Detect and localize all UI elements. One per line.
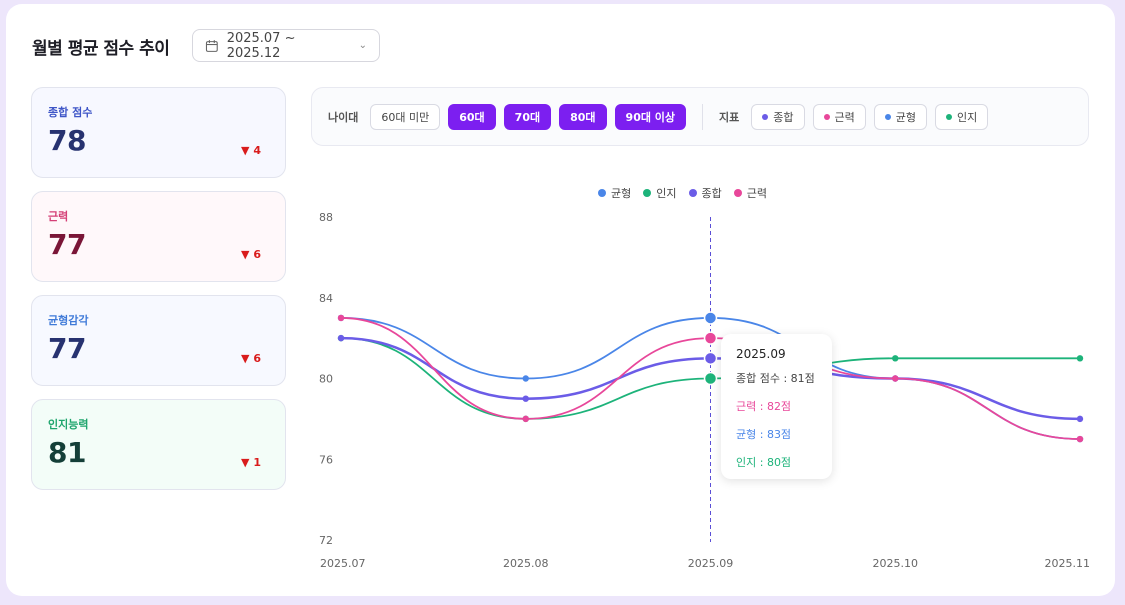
- dot-icon: [598, 189, 606, 197]
- age-chip-90-plus[interactable]: 90대 이상: [614, 103, 687, 130]
- stat-delta: ▼ 1: [241, 456, 261, 469]
- down-arrow-icon: ▼: [241, 352, 250, 365]
- age-chip-under-60[interactable]: 60대 미만: [370, 103, 441, 130]
- metric-chip-label: 종합: [773, 110, 794, 124]
- metric-chip-strength[interactable]: 근력: [812, 103, 866, 130]
- stat-label: 인지능력: [48, 418, 89, 431]
- stat-value: 81: [48, 436, 86, 469]
- calendar-icon: [205, 39, 218, 52]
- legend-label: 인지: [656, 187, 677, 200]
- y-tick-label: 72: [319, 534, 333, 547]
- legend-item[interactable]: 근력: [733, 185, 767, 201]
- tooltip-row: 종합 점수 : 81점: [736, 372, 815, 385]
- age-chip-80s[interactable]: 80대: [559, 103, 607, 130]
- x-tick-label: 2025.08: [503, 557, 549, 570]
- tooltip-row: 근력 : 82점: [736, 400, 792, 413]
- down-arrow-icon: ▼: [241, 248, 250, 261]
- legend-item[interactable]: 인지: [643, 185, 677, 201]
- age-chip-70s[interactable]: 70대: [503, 103, 552, 130]
- tooltip-row: 균형 : 83점: [736, 428, 792, 441]
- dot-icon: [643, 189, 652, 197]
- data-point: [337, 334, 345, 342]
- y-tick-label: 88: [319, 211, 333, 224]
- dot-icon: [688, 189, 697, 197]
- legend-label: 종합: [701, 187, 722, 200]
- data-point: [1076, 415, 1084, 423]
- y-tick-label: 80: [319, 373, 333, 386]
- page-title: 월별 평균 점수 추이: [32, 38, 170, 59]
- data-point: [703, 311, 718, 325]
- dot-icon: [762, 113, 769, 120]
- chart-tooltip: 2025.09 종합 점수 : 81점 근력 : 82점 균형 : 83점 인지…: [721, 334, 832, 479]
- stat-delta-value: 6: [253, 352, 261, 365]
- x-tick-label: 2025.09: [688, 557, 734, 570]
- metric-chip-label: 인지: [957, 110, 978, 124]
- stat-value: 78: [48, 124, 86, 157]
- series-line-인지: [340, 337, 1080, 420]
- data-point: [522, 395, 529, 402]
- chart-legend: 균형 인지 종합 근력: [598, 185, 767, 201]
- metric-chip-balance[interactable]: 균형: [873, 103, 928, 130]
- stat-delta-value: 1: [253, 456, 261, 469]
- data-point: [703, 351, 718, 366]
- stat-delta: ▼ 6: [241, 352, 261, 365]
- legend-label: 균형: [611, 187, 632, 200]
- data-point: [1076, 355, 1084, 362]
- stat-delta: ▼ 4: [241, 144, 261, 157]
- x-tick-label: 2025.10: [873, 557, 919, 570]
- stat-label: 균형감각: [48, 314, 89, 327]
- data-point: [892, 355, 899, 362]
- data-point: [522, 375, 529, 382]
- stat-label: 종합 점수: [48, 106, 93, 119]
- dot-icon: [823, 113, 830, 120]
- tooltip-row: 인지 : 80점: [736, 456, 792, 469]
- stat-card-balance: 균형감각 77 ▼ 6: [31, 295, 286, 386]
- data-point: [892, 375, 899, 382]
- stat-card-overall: 종합 점수 78 ▼ 4: [31, 87, 286, 178]
- x-tick-label: 2025.11: [1045, 557, 1091, 570]
- metric-chip-label: 근력: [834, 110, 855, 124]
- legend-item[interactable]: 균형: [598, 185, 631, 201]
- tooltip-title: 2025.09: [736, 347, 786, 361]
- filter-bar: 나이대 60대 미만 60대 70대 80대 90대 이상 지표 종합 근력 균…: [311, 87, 1089, 146]
- data-point: [337, 314, 345, 322]
- header: 월별 평균 점수 추이: [32, 29, 170, 63]
- legend-item[interactable]: 종합: [688, 185, 722, 201]
- metric-filter-label: 지표: [719, 110, 740, 124]
- dot-icon: [884, 113, 891, 120]
- x-tick-label: 2025.07: [320, 557, 366, 570]
- age-chip-60s[interactable]: 60대: [448, 103, 496, 130]
- data-point: [703, 371, 718, 386]
- metric-chip-cognition[interactable]: 인지: [935, 103, 989, 130]
- down-arrow-icon: ▼: [241, 144, 250, 157]
- stat-card-cognition: 인지능력 81 ▼ 1: [31, 399, 286, 490]
- down-arrow-icon: ▼: [241, 456, 250, 469]
- metric-chip-label: 균형: [895, 110, 917, 124]
- dot-icon: [946, 113, 953, 120]
- data-point: [703, 331, 718, 345]
- stat-card-strength: 근력 77 ▼ 6: [31, 191, 286, 282]
- legend-label: 근력: [746, 187, 767, 200]
- date-range-picker[interactable]: 2025.07 ~ 2025.12 ⌄: [192, 29, 380, 62]
- y-tick-label: 76: [319, 453, 333, 466]
- dot-icon: [733, 189, 742, 197]
- metric-chip-overall[interactable]: 종합: [751, 103, 805, 130]
- date-range-value: 2025.07 ~ 2025.12: [226, 30, 296, 61]
- stat-label: 근력: [48, 210, 69, 223]
- data-point: [522, 415, 529, 423]
- stat-delta: ▼ 6: [241, 248, 261, 261]
- chevron-down-icon: ⌄: [358, 40, 367, 51]
- y-tick-label: 84: [319, 292, 333, 305]
- stat-value: 77: [48, 228, 86, 261]
- stat-delta-value: 4: [253, 144, 261, 157]
- stat-value: 77: [48, 332, 86, 365]
- data-point: [1076, 435, 1084, 443]
- divider: [702, 103, 704, 130]
- age-filter-label: 나이대: [328, 110, 359, 124]
- stat-delta-value: 6: [253, 248, 261, 261]
